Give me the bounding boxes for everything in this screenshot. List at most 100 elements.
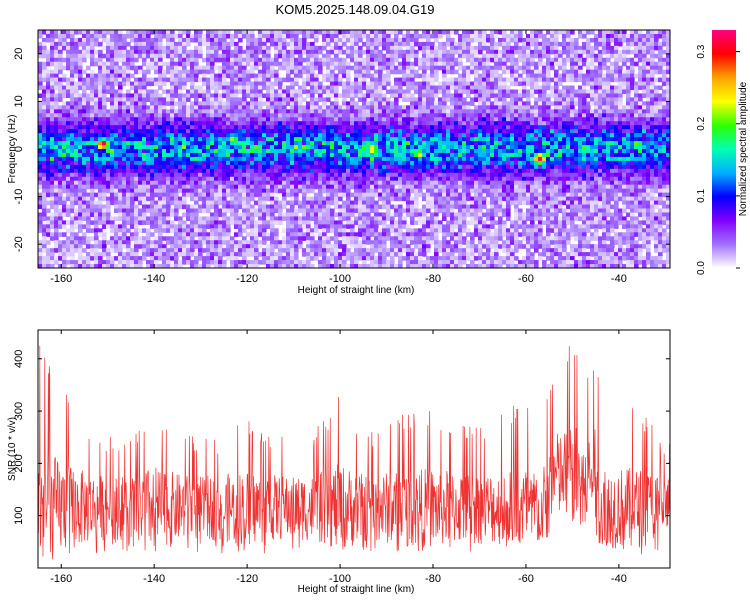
spectrogram-cell [218, 57, 223, 63]
spectrogram-cell [250, 105, 255, 110]
spectrogram-cell [582, 160, 587, 166]
spectrogram-cell [354, 41, 359, 47]
spectrogram-cell [298, 121, 303, 126]
spectrogram-cell [226, 101, 231, 106]
spectrogram-cell [418, 149, 423, 154]
spectrogram-cell [298, 156, 303, 162]
spectrogram-cell [398, 160, 403, 166]
spectrogram-cell [142, 137, 147, 142]
spectrogram-cell [426, 101, 431, 106]
spectrogram-cell [118, 89, 123, 95]
spectrogram-cell [138, 45, 143, 51]
spectrogram-cell [530, 33, 535, 39]
spectrogram-cell [510, 81, 515, 87]
spectrogram-cell [538, 121, 543, 126]
spectrogram-cell [450, 129, 455, 134]
spectrogram-cell [654, 141, 659, 146]
spectrogram-cell [426, 113, 431, 118]
spectrogram-cell [398, 152, 403, 158]
spectrogram-cell [150, 93, 155, 99]
spectrogram-cell [662, 133, 667, 138]
spectrogram-cell [358, 49, 363, 55]
spectrogram-cell [450, 156, 455, 162]
spectrogram-cell [182, 129, 187, 134]
spectrogram-cell [170, 109, 175, 114]
spectrogram-cell [646, 109, 651, 114]
spectrogram-cell [374, 156, 379, 162]
spectrogram-cell [354, 133, 359, 138]
spectrogram-cell [482, 61, 487, 67]
spectrogram-cell [410, 129, 415, 134]
spectrogram-cell [182, 53, 187, 59]
spectrogram-cell [310, 117, 315, 122]
spectrogram-cell [490, 49, 495, 55]
spectrogram-cell [86, 145, 91, 150]
spectrogram-cell [246, 129, 251, 134]
spectrogram-cell [394, 85, 399, 91]
spectrogram-cell [42, 145, 47, 150]
spectrogram-cell [146, 37, 151, 43]
spectrogram-cell [38, 105, 43, 110]
spectrogram-cell [262, 109, 267, 114]
spectrogram-cell [226, 125, 231, 130]
spectrogram-cell [522, 57, 527, 63]
spectrogram-cell [274, 97, 279, 102]
spectrogram-cell [542, 121, 547, 126]
spectrogram-cell [142, 69, 147, 75]
spectrogram-cell [126, 152, 131, 158]
spectrogram-cell [458, 156, 463, 162]
spectrogram-cell [410, 125, 415, 130]
spectrogram-cell [274, 141, 279, 146]
spectrogram-cell [478, 160, 483, 166]
spectrogram-cell [174, 133, 179, 138]
spectrogram-cell [330, 117, 335, 122]
spectrogram-cell [518, 89, 523, 95]
spectrogram-cell [334, 160, 339, 166]
spectrogram-cell [426, 93, 431, 99]
spectrogram-cell [402, 149, 407, 154]
spectrogram-cell [114, 125, 119, 130]
spectrogram-cell [338, 69, 343, 75]
spectrogram-cell [198, 152, 203, 158]
spectrogram-cell [58, 85, 63, 91]
spectrogram-cell [398, 141, 403, 146]
spectrogram-cell [586, 73, 591, 79]
spectrogram-cell [646, 49, 651, 55]
spectrogram-cell [658, 97, 663, 102]
spectrogram-cell [498, 156, 503, 162]
spectrogram-cell [486, 133, 491, 138]
spectrogram-cell [98, 137, 103, 142]
spectrogram-cell [246, 156, 251, 162]
spectrogram-cell [186, 41, 191, 47]
spectrogram-cell [218, 117, 223, 122]
spectrogram-cell [162, 81, 167, 87]
spectrogram-cell [658, 61, 663, 67]
spectrogram-cell [126, 129, 131, 134]
spectrogram-cell [190, 53, 195, 59]
spectrogram-cell [594, 77, 599, 83]
spectrogram-cell [434, 137, 439, 142]
spectrogram-cell [190, 81, 195, 87]
spectrogram-cell [166, 89, 171, 95]
spectrogram-cell [162, 33, 167, 39]
spectrogram-cell [142, 33, 147, 39]
spectrogram-cell [266, 49, 271, 55]
spectrogram-cell [262, 141, 267, 146]
spectrogram-cell [494, 152, 499, 158]
spectrogram-cell [234, 73, 239, 79]
spectrogram-cell [494, 93, 499, 99]
spectrogram-cell [202, 125, 207, 130]
spectrogram-cell [154, 69, 159, 75]
spectrogram-cell [494, 53, 499, 59]
spectrogram-cell [142, 37, 147, 43]
spectrogram-cell [370, 37, 375, 43]
spectrogram-cell [54, 125, 59, 130]
spectrogram-cell [646, 113, 651, 118]
spectrogram-cell [582, 33, 587, 39]
spectrogram-cell [318, 109, 323, 114]
spectrogram-cell [394, 77, 399, 83]
spectrogram-cell [90, 73, 95, 79]
spectrogram-cell [258, 145, 263, 150]
spectrogram-cell [226, 33, 231, 39]
spectrogram-cell [238, 65, 243, 71]
